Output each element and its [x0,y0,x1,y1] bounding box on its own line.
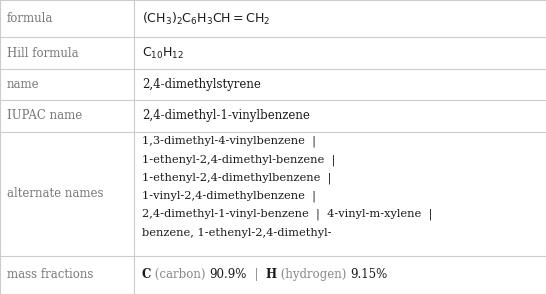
Text: C: C [142,268,151,281]
Text: 1-ethenyl-2,4-dimethyl-benzene  |: 1-ethenyl-2,4-dimethyl-benzene | [142,154,335,166]
Text: 1,3-dimethyl-4-vinylbenzene  |: 1,3-dimethyl-4-vinylbenzene | [142,136,316,148]
Text: Hill formula: Hill formula [7,46,79,60]
Text: benzene, 1-ethenyl-2,4-dimethyl-: benzene, 1-ethenyl-2,4-dimethyl- [142,228,331,238]
Text: H: H [266,268,277,281]
Text: (carbon): (carbon) [151,268,210,281]
Text: 9.15%: 9.15% [350,268,387,281]
Text: 2,4-dimethyl-1-vinyl-benzene  |  4-vinyl-m-xylene  |: 2,4-dimethyl-1-vinyl-benzene | 4-vinyl-m… [142,209,432,220]
Text: $\mathsf{C_{10}H_{12}}$: $\mathsf{C_{10}H_{12}}$ [142,46,184,61]
Text: 1-ethenyl-2,4-dimethylbenzene  |: 1-ethenyl-2,4-dimethylbenzene | [142,173,331,184]
Text: 1-vinyl-2,4-dimethylbenzene  |: 1-vinyl-2,4-dimethylbenzene | [142,191,316,202]
Text: mass fractions: mass fractions [7,268,93,281]
Text: formula: formula [7,12,54,25]
Text: 2,4-dimethylstyrene: 2,4-dimethylstyrene [142,78,261,91]
Text: 2,4-dimethyl-1-vinylbenzene: 2,4-dimethyl-1-vinylbenzene [142,109,310,123]
Text: (hydrogen): (hydrogen) [277,268,350,281]
Text: $\mathsf{(CH_3)_2C_6H_3CH{=}CH_2}$: $\mathsf{(CH_3)_2C_6H_3CH{=}CH_2}$ [142,11,270,27]
Text: |: | [247,268,266,281]
Text: name: name [7,78,40,91]
Text: IUPAC name: IUPAC name [7,109,82,123]
Text: alternate names: alternate names [7,187,104,200]
Text: 90.9%: 90.9% [210,268,247,281]
